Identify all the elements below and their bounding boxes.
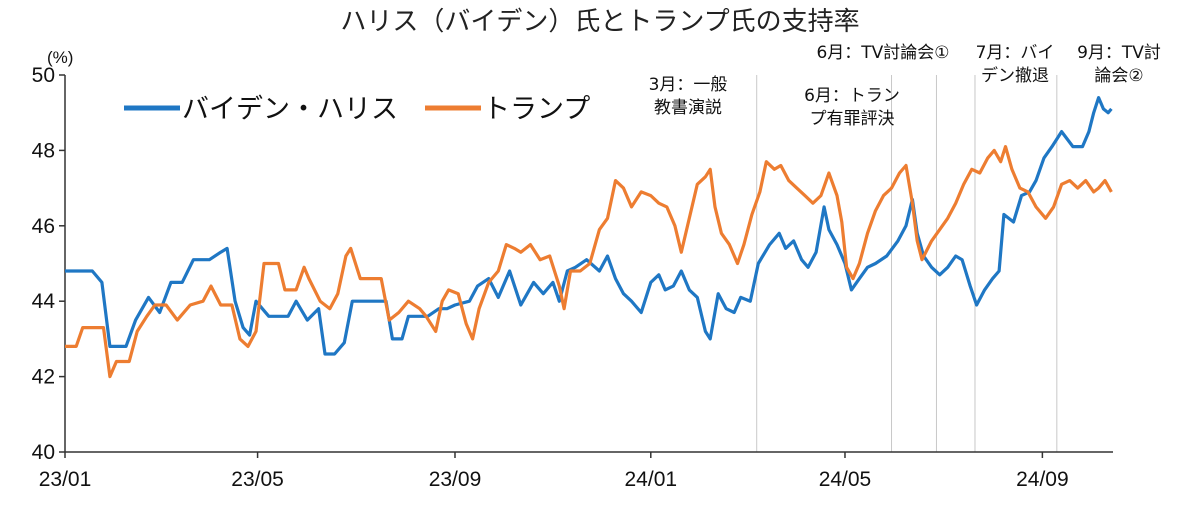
series-line-trump [65,145,1113,379]
event-annotation-text: 教書演説 [654,98,722,118]
x-axis-ticks: 23/01 23/05 23/09 24/01 24/05 24/09 [39,452,1069,491]
event-annotation-text: プ有罪評決 [810,109,895,129]
event-annotation-text: 論会② [1094,66,1143,86]
y-tick-label: 42 [32,366,55,389]
event-annotation-text: 7月：バイ [976,43,1055,63]
legend-label-trump: トランプ [483,94,590,125]
x-tick-label: 24/09 [1016,468,1069,491]
y-tick-label: 50 [32,64,55,87]
x-tick-label: 23/05 [231,468,284,491]
y-tick-label: 40 [32,441,55,464]
legend-label-biden-harris: バイデン・ハリス [182,94,398,125]
chart-title: ハリス（バイデン）氏とトランプ氏の支持率 [340,7,859,37]
x-tick-label: 23/09 [429,468,482,491]
legend: バイデン・ハリス トランプ [124,94,590,125]
event-annotation-text: 6月：トラン [804,86,900,106]
event-annotation-text: 6月：TV討論会① [816,43,949,63]
event-lines [756,75,1058,452]
y-axis-unit: (%) [47,48,73,67]
y-tick-label: 46 [32,215,55,238]
series-group [65,96,1113,379]
series-line-biden-harris [65,96,1113,356]
event-annotation-text: デン撤退 [981,65,1049,86]
y-axis-ticks: 40 42 44 46 48 50 [32,64,65,464]
event-annotation-text: 9月：TV討 [1077,43,1161,63]
y-tick-label: 44 [32,290,56,313]
event-annotation-text: 3月：一般 [649,75,728,95]
x-tick-label: 24/05 [819,468,872,491]
x-tick-label: 24/01 [625,468,678,491]
x-tick-label: 23/01 [39,468,92,491]
y-tick-label: 48 [32,139,55,162]
